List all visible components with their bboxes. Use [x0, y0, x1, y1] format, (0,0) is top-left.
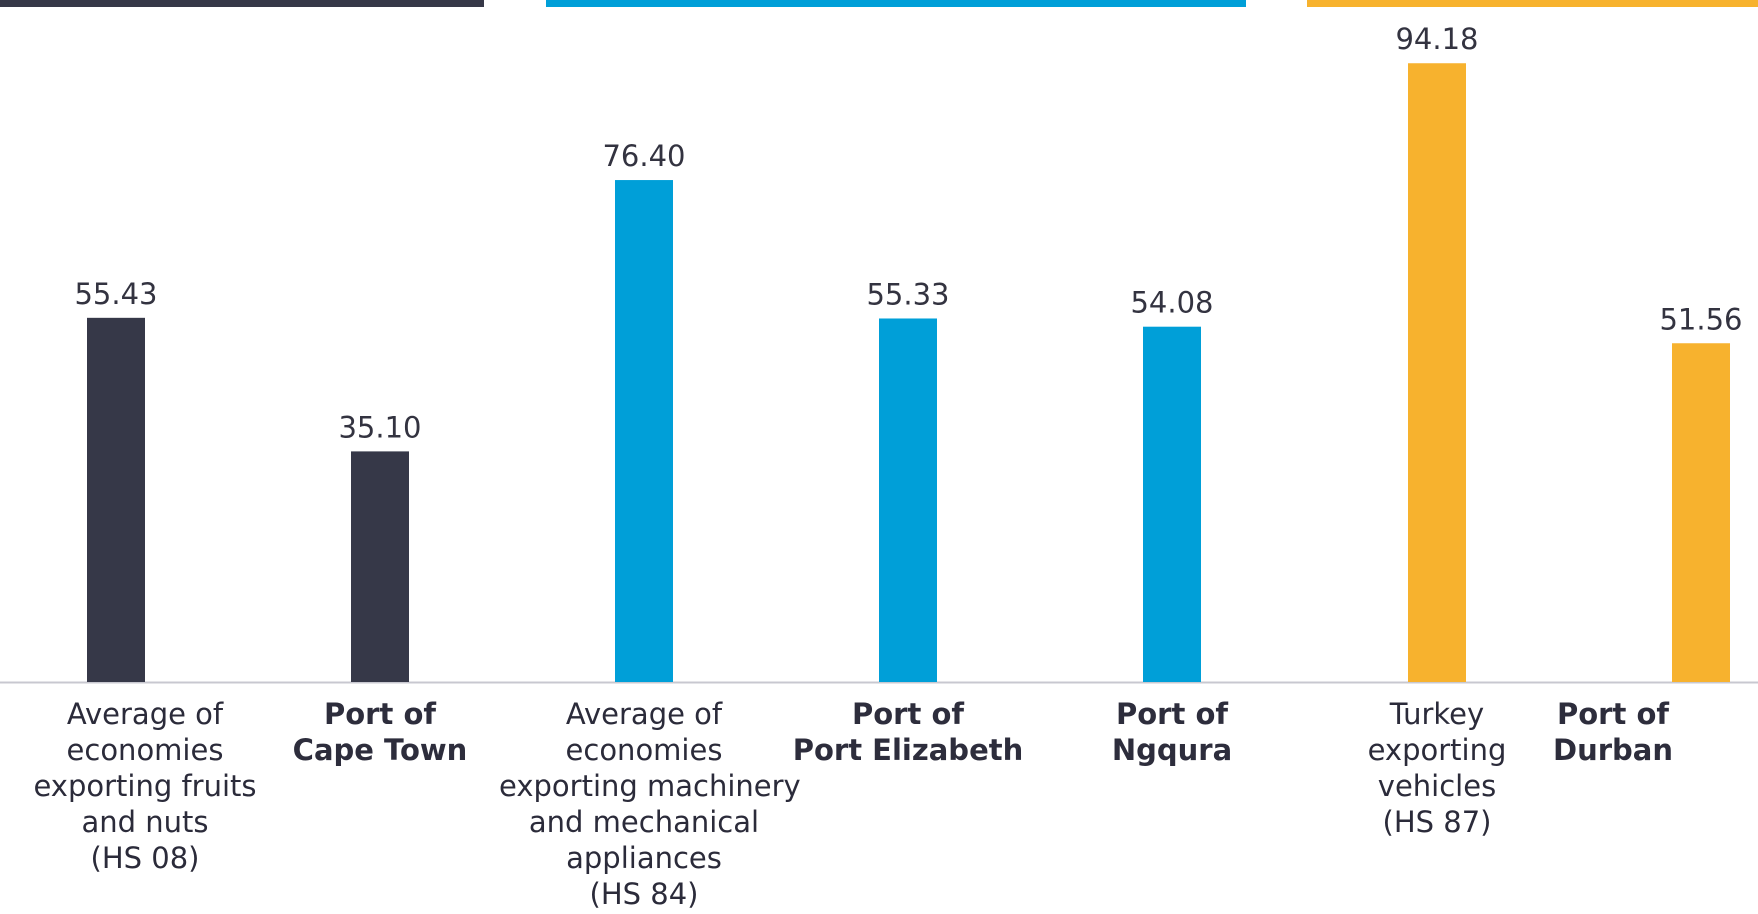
category-label-2: Average of economies exporting machinery an… [499, 696, 801, 912]
category-label-line: economies [565, 733, 723, 767]
category-label-line: Cape Town [292, 733, 468, 767]
category-label-line: (HS 84) [589, 877, 699, 911]
category-label-line: Ngqura [1111, 733, 1233, 767]
category-label-line: and nuts [81, 805, 209, 839]
category-label-line: economies [66, 733, 224, 767]
value-label-5: 94.18 [1395, 22, 1478, 56]
category-label-line: vehicles [1377, 769, 1497, 803]
category-label-line: and mechanical [528, 805, 760, 839]
category-label-line: exporting [1367, 733, 1507, 767]
bar-2 [615, 180, 673, 682]
category-label-4: Port of Ngqura [1027, 696, 1317, 768]
value-label-4: 54.08 [1130, 286, 1213, 320]
bar-5 [1408, 63, 1466, 682]
category-label-1: Port of Cape Town [235, 696, 525, 768]
category-label-line: appliances [566, 841, 722, 875]
value-label-2: 76.40 [602, 139, 685, 173]
category-label-line: Turkey [1389, 697, 1485, 731]
category-label-3: Port of Port Elizabeth [763, 696, 1053, 768]
category-label-line: Average of [66, 697, 224, 731]
group-header-bar-1 [546, 0, 1246, 7]
category-label-line: exporting machinery [499, 769, 801, 803]
value-labels: 55.43 35.10 76.40 55.33 54.08 94.18 51.56 [74, 22, 1742, 444]
category-label-5: Turkey exporting vehicles (HS 87) [1292, 696, 1582, 840]
group-header-bar-2 [1307, 0, 1758, 7]
value-label-1: 35.10 [338, 410, 421, 444]
category-label-line: Port of [852, 697, 964, 731]
category-label-line: (HS 08) [90, 841, 200, 875]
bar-6 [1672, 343, 1730, 682]
group-header-bars [0, 0, 1758, 7]
bars [87, 63, 1730, 682]
bar-1 [351, 451, 409, 682]
category-label-line: (HS 87) [1382, 805, 1492, 839]
category-label-line: Port of [1557, 697, 1669, 731]
value-label-6: 51.56 [1659, 302, 1742, 336]
value-label-3: 55.33 [866, 277, 949, 311]
value-label-0: 55.43 [74, 277, 157, 311]
category-label-line: Port of [1116, 697, 1228, 731]
bar-3 [879, 318, 937, 682]
category-label-0: Average of economies exporting fruits and n… [0, 696, 290, 876]
group-header-bar-0 [0, 0, 484, 7]
category-label-line: Durban [1553, 733, 1673, 767]
category-label-line: Port of [324, 697, 436, 731]
category-label-line: exporting fruits [33, 769, 257, 803]
bar-0 [87, 317, 145, 682]
category-label-6: Port of Durban [1468, 696, 1758, 768]
category-label-line: Port Elizabeth [792, 733, 1024, 767]
bar-4 [1143, 326, 1201, 682]
category-label-line: Average of [565, 697, 723, 731]
